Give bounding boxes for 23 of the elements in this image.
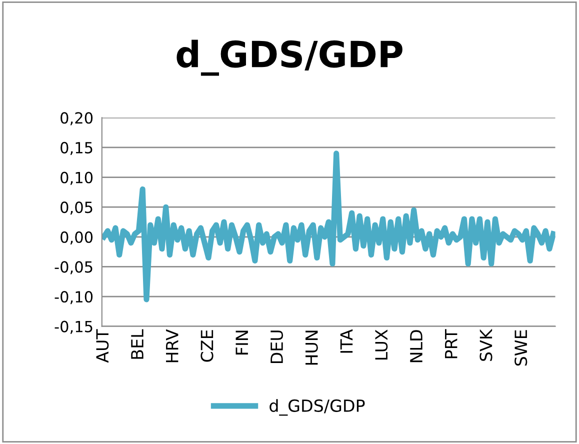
x-tick-label: PRT: [445, 329, 458, 358]
x-tick-label: SWE: [514, 330, 528, 366]
x-tick-label: NLD: [410, 330, 422, 362]
x-tick-label: BEL: [131, 329, 144, 359]
x-tick-label: ITA: [340, 329, 353, 353]
x-tick-label: SVK: [480, 328, 492, 361]
y-tick-label: -0,10: [54, 290, 93, 304]
y-tick-label: -0,05: [54, 261, 92, 274]
x-tick-label: DEU: [270, 330, 284, 364]
x-tick-label: AUT: [96, 329, 109, 363]
x-tick-label: FIN: [236, 330, 248, 354]
x-tick-label: HUN: [306, 330, 318, 365]
legend-label: d_GDS/GDP: [270, 399, 365, 416]
y-tick-label: 0,10: [60, 172, 93, 185]
x-tick-label: CZE: [200, 330, 214, 362]
y-tick-label: 0,20: [60, 112, 93, 126]
x-tick-label: LUX: [375, 330, 388, 360]
y-tick-label: 0,05: [60, 202, 92, 215]
y-tick-label: 0,15: [60, 142, 92, 156]
y-tick-label: 0,00: [60, 231, 93, 244]
chart-title: d_GDS/GDP: [176, 40, 402, 76]
x-tick-label: HRV: [166, 329, 178, 362]
y-tick-label: -0,15: [54, 320, 92, 334]
